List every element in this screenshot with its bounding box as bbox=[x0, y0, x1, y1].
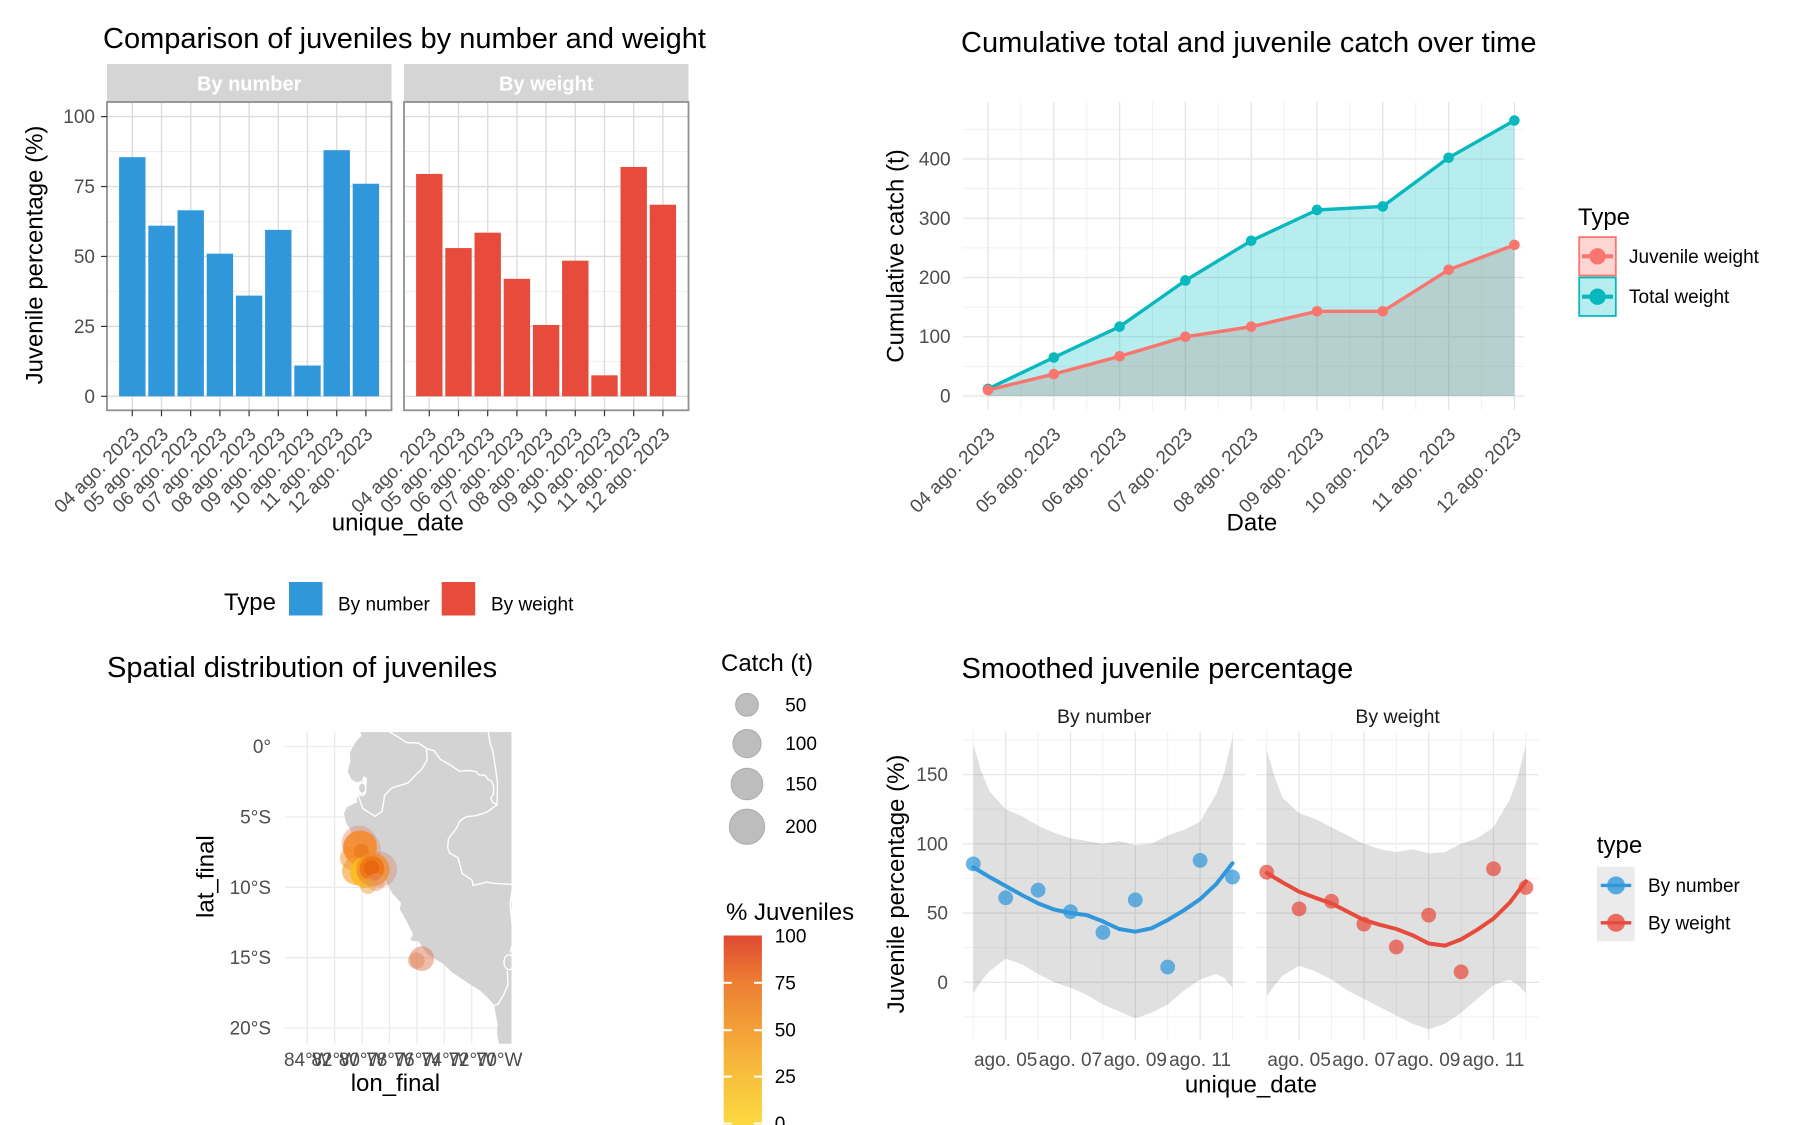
svg-text:25: 25 bbox=[775, 1067, 796, 1088]
svg-text:By number: By number bbox=[338, 595, 431, 616]
svg-text:25: 25 bbox=[74, 317, 95, 338]
svg-text:By weight: By weight bbox=[1648, 914, 1731, 935]
svg-text:20°S: 20°S bbox=[230, 1019, 271, 1040]
svg-text:lon_final: lon_final bbox=[351, 1070, 440, 1097]
svg-text:100: 100 bbox=[916, 834, 948, 855]
svg-text:150: 150 bbox=[916, 765, 948, 786]
svg-text:ago. 07: ago. 07 bbox=[1332, 1050, 1395, 1071]
svg-text:72°W: 72°W bbox=[448, 1050, 495, 1071]
svg-text:ago. 05: ago. 05 bbox=[974, 1050, 1037, 1071]
svg-text:50: 50 bbox=[74, 247, 95, 268]
svg-text:100: 100 bbox=[63, 107, 95, 128]
svg-text:5°S: 5°S bbox=[240, 807, 271, 828]
svg-text:Catch (t): Catch (t) bbox=[721, 650, 813, 677]
svg-text:ago. 09: ago. 09 bbox=[1104, 1050, 1167, 1071]
svg-text:ago. 05: ago. 05 bbox=[1267, 1050, 1330, 1071]
svg-text:Date: Date bbox=[1227, 510, 1278, 537]
svg-text:% Juveniles: % Juveniles bbox=[726, 899, 854, 926]
svg-text:76°W: 76°W bbox=[394, 1050, 441, 1071]
svg-text:50: 50 bbox=[927, 904, 948, 925]
svg-text:Spatial distribution of juveni: Spatial distribution of juveniles bbox=[107, 652, 497, 684]
svg-text:ago. 07: ago. 07 bbox=[1039, 1050, 1102, 1071]
svg-text:80°W: 80°W bbox=[339, 1050, 386, 1071]
svg-text:Juvenile percentage (%): Juvenile percentage (%) bbox=[883, 755, 910, 1014]
svg-text:Juvenile percentage (%): Juvenile percentage (%) bbox=[22, 126, 49, 385]
svg-text:ago. 09: ago. 09 bbox=[1397, 1050, 1460, 1071]
svg-text:lat_final: lat_final bbox=[193, 835, 220, 918]
svg-text:By weight: By weight bbox=[491, 595, 574, 616]
svg-text:By number: By number bbox=[1648, 876, 1741, 897]
svg-text:ago. 11: ago. 11 bbox=[1463, 1050, 1525, 1071]
svg-text:0: 0 bbox=[84, 387, 95, 408]
svg-text:Smoothed juvenile percentage: Smoothed juvenile percentage bbox=[962, 653, 1354, 685]
svg-text:By weight: By weight bbox=[499, 74, 594, 96]
svg-text:100: 100 bbox=[919, 327, 951, 348]
svg-text:0: 0 bbox=[940, 387, 951, 408]
svg-text:By number: By number bbox=[1057, 706, 1152, 728]
svg-text:400: 400 bbox=[919, 150, 951, 171]
svg-text:ago. 11: ago. 11 bbox=[1169, 1050, 1231, 1071]
svg-text:84°W: 84°W bbox=[284, 1050, 331, 1071]
svg-text:100: 100 bbox=[785, 734, 817, 755]
svg-text:By number: By number bbox=[197, 74, 302, 96]
svg-text:300: 300 bbox=[919, 209, 951, 230]
svg-text:70°W: 70°W bbox=[476, 1050, 523, 1071]
svg-text:75: 75 bbox=[74, 177, 95, 198]
svg-text:10°S: 10°S bbox=[230, 878, 271, 899]
svg-text:0: 0 bbox=[937, 973, 948, 994]
svg-text:50: 50 bbox=[775, 1021, 796, 1042]
svg-text:type: type bbox=[1597, 832, 1642, 859]
svg-text:15°S: 15°S bbox=[230, 948, 271, 969]
svg-text:Type: Type bbox=[1578, 204, 1630, 231]
svg-text:50: 50 bbox=[785, 695, 806, 716]
svg-text:Juvenile weight: Juvenile weight bbox=[1629, 247, 1760, 268]
svg-text:78°W: 78°W bbox=[366, 1050, 413, 1071]
svg-text:0: 0 bbox=[775, 1114, 786, 1125]
svg-text:0°: 0° bbox=[253, 737, 271, 758]
svg-text:150: 150 bbox=[785, 775, 817, 796]
svg-text:100: 100 bbox=[775, 926, 807, 947]
svg-text:82°W: 82°W bbox=[311, 1050, 358, 1071]
svg-text:74°W: 74°W bbox=[421, 1050, 468, 1071]
svg-text:Cumulative catch (t): Cumulative catch (t) bbox=[883, 149, 910, 362]
svg-text:200: 200 bbox=[785, 817, 817, 838]
svg-text:Comparison of juveniles by num: Comparison of juveniles by number and we… bbox=[103, 23, 706, 55]
svg-text:75: 75 bbox=[775, 973, 796, 994]
svg-text:unique_date: unique_date bbox=[1185, 1072, 1317, 1099]
svg-text:unique_date: unique_date bbox=[332, 510, 464, 537]
svg-text:Cumulative total and juvenile: Cumulative total and juvenile catch over… bbox=[961, 27, 1536, 59]
svg-text:200: 200 bbox=[919, 268, 951, 289]
svg-text:Total weight: Total weight bbox=[1629, 287, 1730, 308]
svg-text:By weight: By weight bbox=[1355, 706, 1440, 728]
svg-text:Type: Type bbox=[224, 589, 276, 616]
